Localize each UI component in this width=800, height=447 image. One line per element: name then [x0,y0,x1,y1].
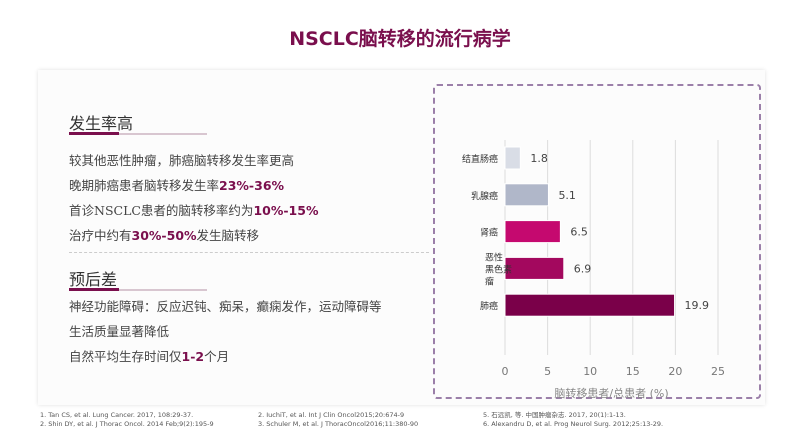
y-tick-label: 肾癌 [480,227,498,239]
x-axis-label: 脑转移患者/总患者 (%) [554,386,668,400]
highlight-value: 10%-15% [253,203,319,218]
y-tick-label: 黑色素 [485,263,512,275]
bullet-line: 神经功能障碍：反应迟钝、痴呆，癫痫发作，运动障碍等 [69,296,382,315]
heading-underline [69,132,207,135]
x-tick-label: 5 [544,365,551,378]
reference: 5. 石远凯, 等. 中国肿瘤杂志. 2017, 20(1):1-13. [483,411,626,419]
bar [504,220,561,244]
x-tick-label: 25 [711,365,725,378]
reference: 2. IuchiT, et al. Int J Clin Oncol2015;2… [258,411,405,419]
line-text: 晚期肺癌患者脑转移发生率 [69,178,220,193]
y-tick-label: 瘤 [485,275,494,287]
y-tick-label: 结直肠癌 [462,153,498,165]
slide-title: NSCLC脑转移的流行病学 [289,28,511,50]
reference: 1. Tan CS, et al. Lung Cancer. 2017, 108… [40,411,194,419]
bullet-line: 自然平均生存时间仅1-2个月 [69,346,229,365]
x-tick-label: 20 [668,365,682,378]
heading-underline [69,288,207,291]
reference: 2. Shin DY, et al. J Thorac Oncol. 2014 … [40,420,214,428]
line-text: 生活质量显著降低 [69,324,170,339]
y-tick-label: 乳腺癌 [471,190,498,202]
bullet-line: 治疗中约有30%-50%发生脑转移 [69,225,259,244]
y-tick-label: 恶性 [485,251,503,263]
x-tick-label: 0 [502,365,509,378]
data-label: 5.1 [558,189,576,202]
bar [504,256,565,280]
x-tick-label: 15 [626,365,640,378]
bar [504,293,676,317]
line-text: 治疗中约有 [69,228,132,243]
reference: 3. Schuler M, et al. J ThoracOncol2016;1… [258,420,419,428]
data-label: 19.9 [685,299,710,312]
bar [504,146,521,170]
references-col1: 1. Tan CS, et al. Lung Cancer. 2017, 108… [40,411,214,429]
chart-frame [433,84,761,399]
bar [504,183,549,207]
bullet-line: 晚期肺癌患者脑转移发生率23%-36% [69,175,284,194]
y-tick-label: 肺癌 [480,300,498,312]
x-tick-label: 10 [583,365,597,378]
highlight-value: 23%-36% [219,178,285,193]
line-text: 首诊NSCLC患者的脑转移率约为 [69,203,254,218]
highlight-value: 1-2 [181,349,205,364]
data-label: 6.9 [574,262,592,275]
data-label: 1.8 [530,152,548,165]
bullet-line: 首诊NSCLC患者的脑转移率约为10%-15% [69,200,318,219]
bullet-line: 较其他恶性肿瘤，肺癌脑转移发生率更高 [69,150,294,169]
divider [69,252,429,253]
bullet-line: 生活质量显著降低 [69,321,169,340]
references-col2: 2. IuchiT, et al. Int J Clin Oncol2015;2… [258,411,418,429]
line-text: 神经功能障碍：反应迟钝、痴呆，癫痫发作，运动障碍等 [69,299,382,314]
line-text: 自然平均生存时间仅 [69,349,182,364]
line-text: 个月 [204,349,230,364]
content-panel [38,70,765,405]
section-heading-incidence: 发生率高 [69,114,134,133]
references-col3: 5. 石远凯, 等. 中国肿瘤杂志. 2017, 20(1):1-13. 6. A… [483,411,663,429]
highlight-value: 30%-50% [131,228,197,243]
section-heading-prognosis: 预后差 [69,270,118,289]
line-text: 较其他恶性肿瘤，肺癌脑转移发生率更高 [69,153,295,168]
line-text: 发生脑转移 [196,228,260,243]
data-label: 6.5 [570,226,588,239]
reference: 6. Alexandru D, et al. Prog Neurol Surg.… [483,420,664,428]
